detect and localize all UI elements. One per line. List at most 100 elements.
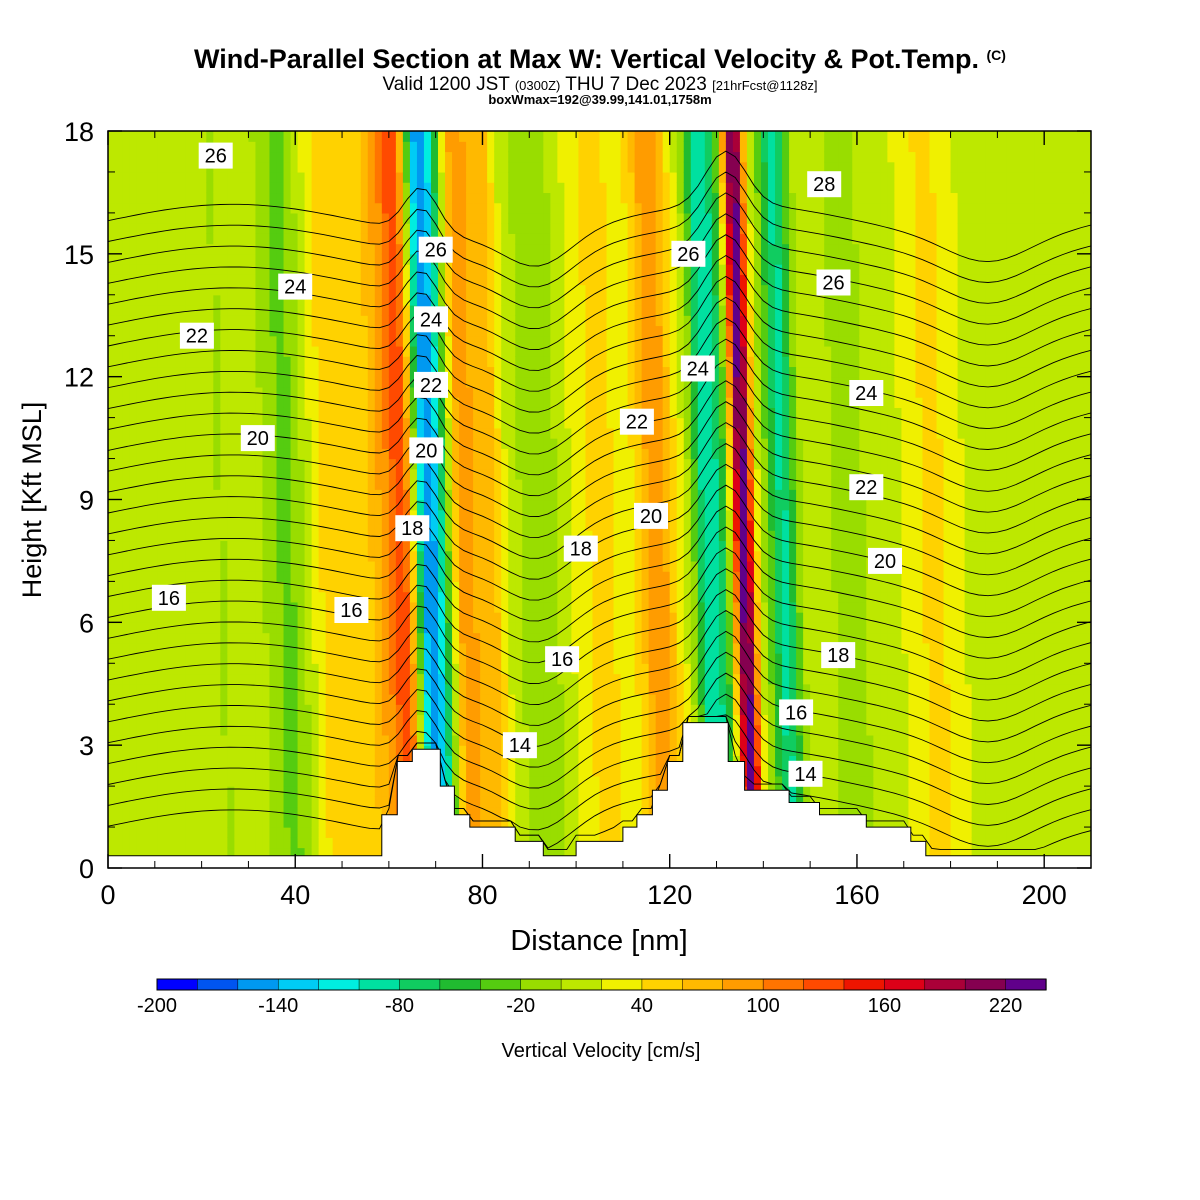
field-cell bbox=[136, 786, 144, 797]
field-cell bbox=[185, 151, 193, 163]
field-cell bbox=[438, 530, 446, 542]
field-cell bbox=[346, 796, 355, 808]
field-cell bbox=[416, 141, 425, 153]
field-cell bbox=[290, 714, 299, 726]
field-cell bbox=[564, 284, 573, 296]
field-cell bbox=[388, 673, 397, 685]
field-cell bbox=[430, 519, 439, 531]
field-cell bbox=[311, 171, 320, 183]
field-cell bbox=[543, 601, 551, 613]
field-cell bbox=[129, 294, 137, 306]
field-cell bbox=[297, 171, 306, 183]
field-cell bbox=[501, 653, 509, 664]
field-cell bbox=[241, 847, 250, 859]
field-cell bbox=[480, 622, 488, 634]
field-cell bbox=[122, 386, 130, 398]
field-cell bbox=[325, 468, 334, 480]
field-cell bbox=[199, 530, 207, 542]
field-cell bbox=[522, 704, 530, 716]
field-cell bbox=[487, 151, 495, 163]
field-cell bbox=[164, 407, 172, 419]
field-cell bbox=[290, 294, 299, 306]
field-cell bbox=[522, 622, 530, 634]
field-cell bbox=[262, 468, 271, 480]
field-cell bbox=[430, 427, 439, 439]
field-cell bbox=[452, 315, 460, 327]
field-cell bbox=[388, 653, 397, 664]
field-cell bbox=[108, 693, 116, 705]
field-cell bbox=[381, 714, 390, 726]
field-cell bbox=[515, 540, 523, 552]
field-cell bbox=[459, 693, 467, 705]
field-cell bbox=[353, 182, 362, 194]
field-cell bbox=[423, 601, 432, 613]
field-cell bbox=[283, 622, 292, 634]
field-cell bbox=[367, 407, 376, 419]
field-cell bbox=[164, 530, 172, 542]
field-cell bbox=[136, 745, 144, 757]
field-cell bbox=[185, 837, 193, 849]
field-cell bbox=[332, 223, 341, 234]
field-cell bbox=[381, 366, 390, 378]
field-cell bbox=[304, 141, 313, 153]
field-cell bbox=[550, 284, 558, 296]
field-cell bbox=[199, 386, 207, 398]
field-cell bbox=[178, 253, 186, 265]
field-cell bbox=[529, 366, 537, 378]
field-cell bbox=[346, 560, 355, 572]
field-cell bbox=[480, 274, 488, 286]
field-cell bbox=[227, 806, 235, 818]
field-cell bbox=[276, 581, 285, 593]
field-cell bbox=[192, 397, 200, 408]
field-cell bbox=[269, 243, 278, 255]
field-cell bbox=[241, 827, 250, 838]
field-cell bbox=[466, 499, 474, 511]
field-cell bbox=[178, 182, 186, 194]
field-cell bbox=[529, 622, 537, 634]
field-cell bbox=[108, 161, 116, 173]
field-cell bbox=[564, 847, 573, 859]
field-cell bbox=[515, 724, 523, 736]
field-cell bbox=[241, 479, 250, 490]
field-cell bbox=[241, 407, 250, 419]
field-cell bbox=[395, 397, 404, 408]
field-cell bbox=[416, 550, 425, 562]
field-cell bbox=[255, 755, 264, 767]
field-cell bbox=[171, 509, 179, 521]
field-cell bbox=[494, 796, 502, 808]
field-cell bbox=[164, 202, 172, 214]
field-cell bbox=[543, 540, 551, 552]
field-cell bbox=[269, 530, 278, 542]
field-cell bbox=[402, 212, 411, 224]
field-cell bbox=[346, 827, 355, 838]
field-cell bbox=[262, 581, 271, 593]
field-cell bbox=[262, 827, 271, 838]
field-cell bbox=[473, 284, 481, 296]
field-cell bbox=[241, 704, 250, 716]
field-cell bbox=[557, 233, 565, 245]
field-cell bbox=[374, 458, 383, 470]
field-cell bbox=[487, 274, 495, 286]
field-cell bbox=[136, 519, 144, 531]
field-cell bbox=[206, 745, 214, 757]
field-cell bbox=[395, 325, 404, 337]
field-cell bbox=[416, 366, 425, 378]
field-cell bbox=[206, 305, 214, 316]
field-cell bbox=[108, 386, 116, 398]
field-cell bbox=[248, 632, 257, 644]
field-cell bbox=[367, 612, 376, 623]
field-cell bbox=[515, 141, 523, 153]
field-cell bbox=[571, 438, 580, 449]
field-cell bbox=[402, 182, 411, 194]
field-cell bbox=[297, 550, 306, 562]
field-cell bbox=[529, 192, 537, 204]
field-cell bbox=[129, 315, 137, 327]
field-cell bbox=[473, 734, 481, 746]
field-cell bbox=[564, 294, 573, 306]
field-cell bbox=[143, 734, 151, 746]
field-cell bbox=[445, 612, 453, 623]
field-cell bbox=[122, 366, 130, 378]
field-cell bbox=[529, 775, 537, 787]
field-cell bbox=[487, 591, 495, 603]
field-cell bbox=[529, 202, 537, 214]
